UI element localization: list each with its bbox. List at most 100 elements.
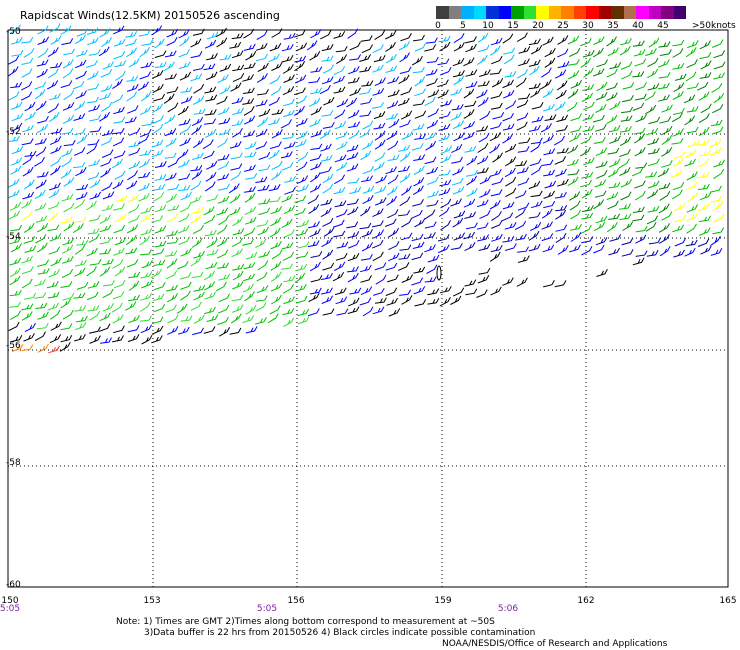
wind-barb (152, 115, 164, 124)
wind-barb (673, 202, 686, 211)
wind-barb (491, 177, 504, 186)
wind-barb (310, 143, 323, 150)
wind-barb (348, 65, 360, 75)
wind-barb (595, 215, 608, 224)
wind-barb (400, 110, 413, 120)
wind-barb (452, 70, 465, 78)
wind-barb (515, 160, 528, 167)
wind-barb (99, 92, 112, 101)
wind-barb (35, 138, 47, 145)
wind-barb (502, 123, 515, 131)
wind-barb (204, 291, 217, 300)
wind-barb (8, 189, 20, 199)
wind-barb (466, 169, 478, 177)
wind-barb (319, 84, 331, 95)
wind-barb (450, 198, 462, 207)
wind-barb (593, 199, 605, 210)
wind-barb (34, 292, 47, 299)
wind-barb (490, 37, 503, 46)
wind-barb (683, 94, 696, 104)
wind-barb (23, 179, 35, 190)
wind-barb (294, 55, 307, 63)
wind-barb (245, 251, 258, 260)
wind-barb (697, 203, 710, 212)
wind-barb (61, 157, 73, 168)
wind-barb (374, 297, 387, 304)
wind-barb (72, 223, 84, 233)
wind-barb (297, 219, 310, 228)
wind-barb (502, 201, 515, 210)
wind-barb (48, 103, 59, 114)
wind-barb (583, 157, 595, 166)
legend-tick-label: 35 (607, 21, 619, 31)
wind-barb (569, 133, 581, 143)
wind-barb (24, 101, 36, 112)
wind-barb (193, 108, 206, 115)
wind-barb (204, 270, 216, 281)
wind-barb (646, 215, 659, 225)
wind-barb (88, 214, 101, 222)
wind-barb (87, 291, 99, 301)
wind-barb (438, 206, 450, 217)
wind-barb (619, 45, 631, 56)
wind-barb (126, 91, 138, 102)
note-line-1: Note: 1) Times are GMT 2)Times along bot… (116, 617, 495, 627)
wind-barb (698, 91, 710, 101)
wind-barb (296, 118, 308, 127)
wind-barb (61, 127, 74, 135)
wind-barb (86, 59, 98, 68)
wind-barb (674, 237, 687, 247)
wind-barb (699, 52, 712, 60)
wind-barb (36, 124, 49, 134)
wind-barb (657, 82, 670, 90)
wind-barb (492, 111, 505, 120)
wind-barb (102, 288, 114, 299)
wind-barb (102, 191, 115, 200)
wind-barb (697, 183, 710, 190)
wind-barb (219, 63, 232, 72)
wind-barb (414, 217, 426, 228)
wind-barb (411, 277, 424, 286)
wind-barb (362, 195, 374, 205)
wind-barb (334, 287, 347, 296)
wind-barb (450, 243, 463, 250)
wind-barb (595, 237, 608, 246)
wind-barb (321, 55, 334, 62)
wind-barb (609, 101, 621, 111)
wind-barb (593, 114, 605, 123)
wind-barb (647, 83, 660, 91)
wind-barb (450, 111, 462, 121)
wind-barb (243, 115, 256, 125)
wind-barb (517, 202, 530, 211)
wind-barb (463, 198, 476, 208)
wind-barb (283, 317, 295, 328)
wind-barb (21, 311, 33, 321)
wind-barb (37, 36, 50, 45)
legend-tick-label: 15 (507, 21, 519, 31)
wind-barb (647, 137, 660, 146)
wind-barb (294, 74, 307, 84)
wind-barb (216, 224, 228, 235)
wind-barb (114, 237, 127, 246)
wind-barb (258, 164, 271, 172)
wind-barb (128, 294, 141, 302)
wind-barb (21, 81, 33, 91)
wind-barb (674, 214, 687, 223)
wind-barb (502, 235, 515, 243)
wind-barb (581, 92, 594, 102)
wind-barb (503, 47, 516, 55)
wind-barb (635, 93, 647, 101)
wind-barb (163, 93, 175, 104)
wind-barb (570, 223, 582, 231)
wind-barb (47, 68, 59, 79)
wind-barb (128, 140, 141, 148)
wind-barb (153, 93, 166, 102)
wind-barb (178, 29, 190, 39)
wind-barb (490, 121, 502, 130)
wind-barb (557, 61, 570, 69)
wind-barb (61, 268, 74, 279)
wind-barb (126, 258, 139, 268)
wind-barb (659, 116, 672, 124)
legend-swatch (661, 6, 674, 19)
wind-barb (204, 39, 217, 49)
